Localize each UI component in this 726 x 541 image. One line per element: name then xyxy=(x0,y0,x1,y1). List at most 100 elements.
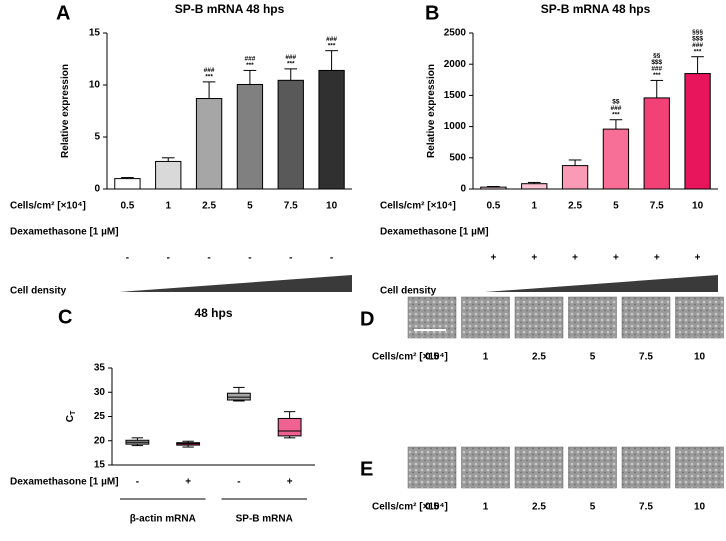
dexamethasone-value: + xyxy=(185,477,191,488)
y-axis-label: CT xyxy=(65,410,77,422)
x-row-label: Cells/cm² [×10⁴] xyxy=(380,201,456,212)
dexamethasone-value: - xyxy=(289,253,292,264)
significance-label: ### xyxy=(244,56,255,63)
dexamethasone-value: - xyxy=(330,253,333,264)
y-tick-label: 20 xyxy=(94,435,106,446)
dexamethasone-value: - xyxy=(167,253,170,264)
row-label: Cells/cm² [×10⁴] xyxy=(372,352,448,363)
y-tick-label: 30 xyxy=(94,387,106,398)
dexamethasone-value: - xyxy=(136,477,139,488)
image-label: 5 xyxy=(590,502,596,513)
dexamethasone-value: + xyxy=(654,253,660,264)
image-label: 1 xyxy=(483,502,489,513)
significance-label: ### xyxy=(651,66,662,73)
chart-title: SP-B mRNA 48 hps xyxy=(541,2,651,16)
significance-label: $$$ xyxy=(692,35,703,42)
y-tick-label: 35 xyxy=(94,363,106,374)
y-tick-label: 25 xyxy=(94,411,106,422)
x-tick-label: 0.5 xyxy=(120,201,134,212)
micrograph xyxy=(407,296,457,339)
bar xyxy=(480,186,507,190)
dexamethasone-label: Dexamethasone [1 µM] xyxy=(10,227,119,238)
x-row-label: Cells/cm² [×10⁴] xyxy=(10,201,86,212)
significance-label: §§§ xyxy=(692,29,703,36)
image-label: 2.5 xyxy=(532,502,546,513)
x-tick-label: 10 xyxy=(326,201,338,212)
image-label: 7.5 xyxy=(639,502,653,513)
y-tick-label: 2000 xyxy=(444,59,467,70)
significance-label: *** xyxy=(694,48,702,55)
y-tick-label: 0 xyxy=(94,184,100,195)
image-label: 10 xyxy=(694,352,706,363)
density-wedge xyxy=(485,275,718,292)
significance-label: *** xyxy=(328,42,336,49)
x-tick-label: 2.5 xyxy=(202,201,216,212)
y-tick-label: 0 xyxy=(460,184,466,195)
group-label: SP-B mRNA xyxy=(236,514,293,525)
dexamethasone-value: - xyxy=(207,253,210,264)
y-tick-label: 15 xyxy=(89,28,101,39)
micrograph xyxy=(621,296,671,339)
dexamethasone-label: Dexamethasone [1 µM] xyxy=(10,477,119,488)
image-label: 2.5 xyxy=(532,352,546,363)
significance-label: ### xyxy=(285,54,296,61)
dexamethasone-value: + xyxy=(613,253,619,264)
row-label: Cells/cm² [×10⁴] xyxy=(372,502,448,513)
dexamethasone-value: + xyxy=(490,253,496,264)
bar xyxy=(236,83,264,190)
bar xyxy=(602,128,630,190)
box xyxy=(277,417,302,437)
y-tick-label: 1500 xyxy=(444,90,467,101)
bar xyxy=(684,73,711,190)
image-label: 0.5 xyxy=(425,502,439,513)
x-tick-label: 0.5 xyxy=(486,201,500,212)
panel-letter: E xyxy=(360,458,373,480)
dexamethasone-value: - xyxy=(248,253,251,264)
bar xyxy=(195,98,223,190)
micrograph xyxy=(514,296,564,339)
x-tick-label: 5 xyxy=(247,201,253,212)
gradient-label: Cell density xyxy=(380,286,437,297)
micrograph xyxy=(621,446,671,489)
x-tick-label: 7.5 xyxy=(284,201,298,212)
micrograph xyxy=(407,446,457,489)
y-axis-label-main: C xyxy=(65,415,76,422)
significance-label: $$$ xyxy=(651,59,662,66)
micrograph xyxy=(568,296,617,339)
micrograph xyxy=(461,446,510,489)
dexamethasone-value: + xyxy=(531,253,537,264)
significance-label: ### xyxy=(692,42,703,49)
significance-label: *** xyxy=(612,111,620,118)
y-tick-label: 15 xyxy=(94,460,106,471)
group-label: β-actin mRNA xyxy=(130,514,196,525)
y-tick-label: 2500 xyxy=(444,28,467,39)
y-axis-label: Relative expression xyxy=(60,64,71,158)
significance-label: $$ xyxy=(612,98,620,105)
dexamethasone-value: + xyxy=(287,477,293,488)
panel-letter: A xyxy=(56,2,70,24)
bar xyxy=(643,97,670,190)
dexamethasone-value: + xyxy=(572,253,578,264)
bar xyxy=(114,178,141,190)
dexamethasone-value: + xyxy=(695,253,701,264)
y-axis-label: Relative expression xyxy=(426,64,437,158)
dexamethasone-label: Dexamethasone [1 µM] xyxy=(380,227,489,238)
significance-label: *** xyxy=(653,72,661,79)
significance-label: *** xyxy=(205,74,213,81)
image-label: 10 xyxy=(694,502,706,513)
panel-letter: B xyxy=(425,2,439,24)
panel-letter: D xyxy=(360,308,374,330)
bar xyxy=(521,183,548,190)
significance-label: ### xyxy=(610,105,621,112)
image-label: 5 xyxy=(590,352,596,363)
x-tick-label: 10 xyxy=(692,201,704,212)
y-tick-label: 500 xyxy=(449,152,466,163)
image-label: 1 xyxy=(483,352,489,363)
micrograph xyxy=(675,446,724,489)
x-tick-label: 7.5 xyxy=(650,201,664,212)
micrograph xyxy=(461,296,510,339)
chart-title: SP-B mRNA 48 hps xyxy=(175,2,285,16)
y-tick-label: 10 xyxy=(89,80,101,91)
y-axis-label-main: Relative expression xyxy=(426,64,437,158)
